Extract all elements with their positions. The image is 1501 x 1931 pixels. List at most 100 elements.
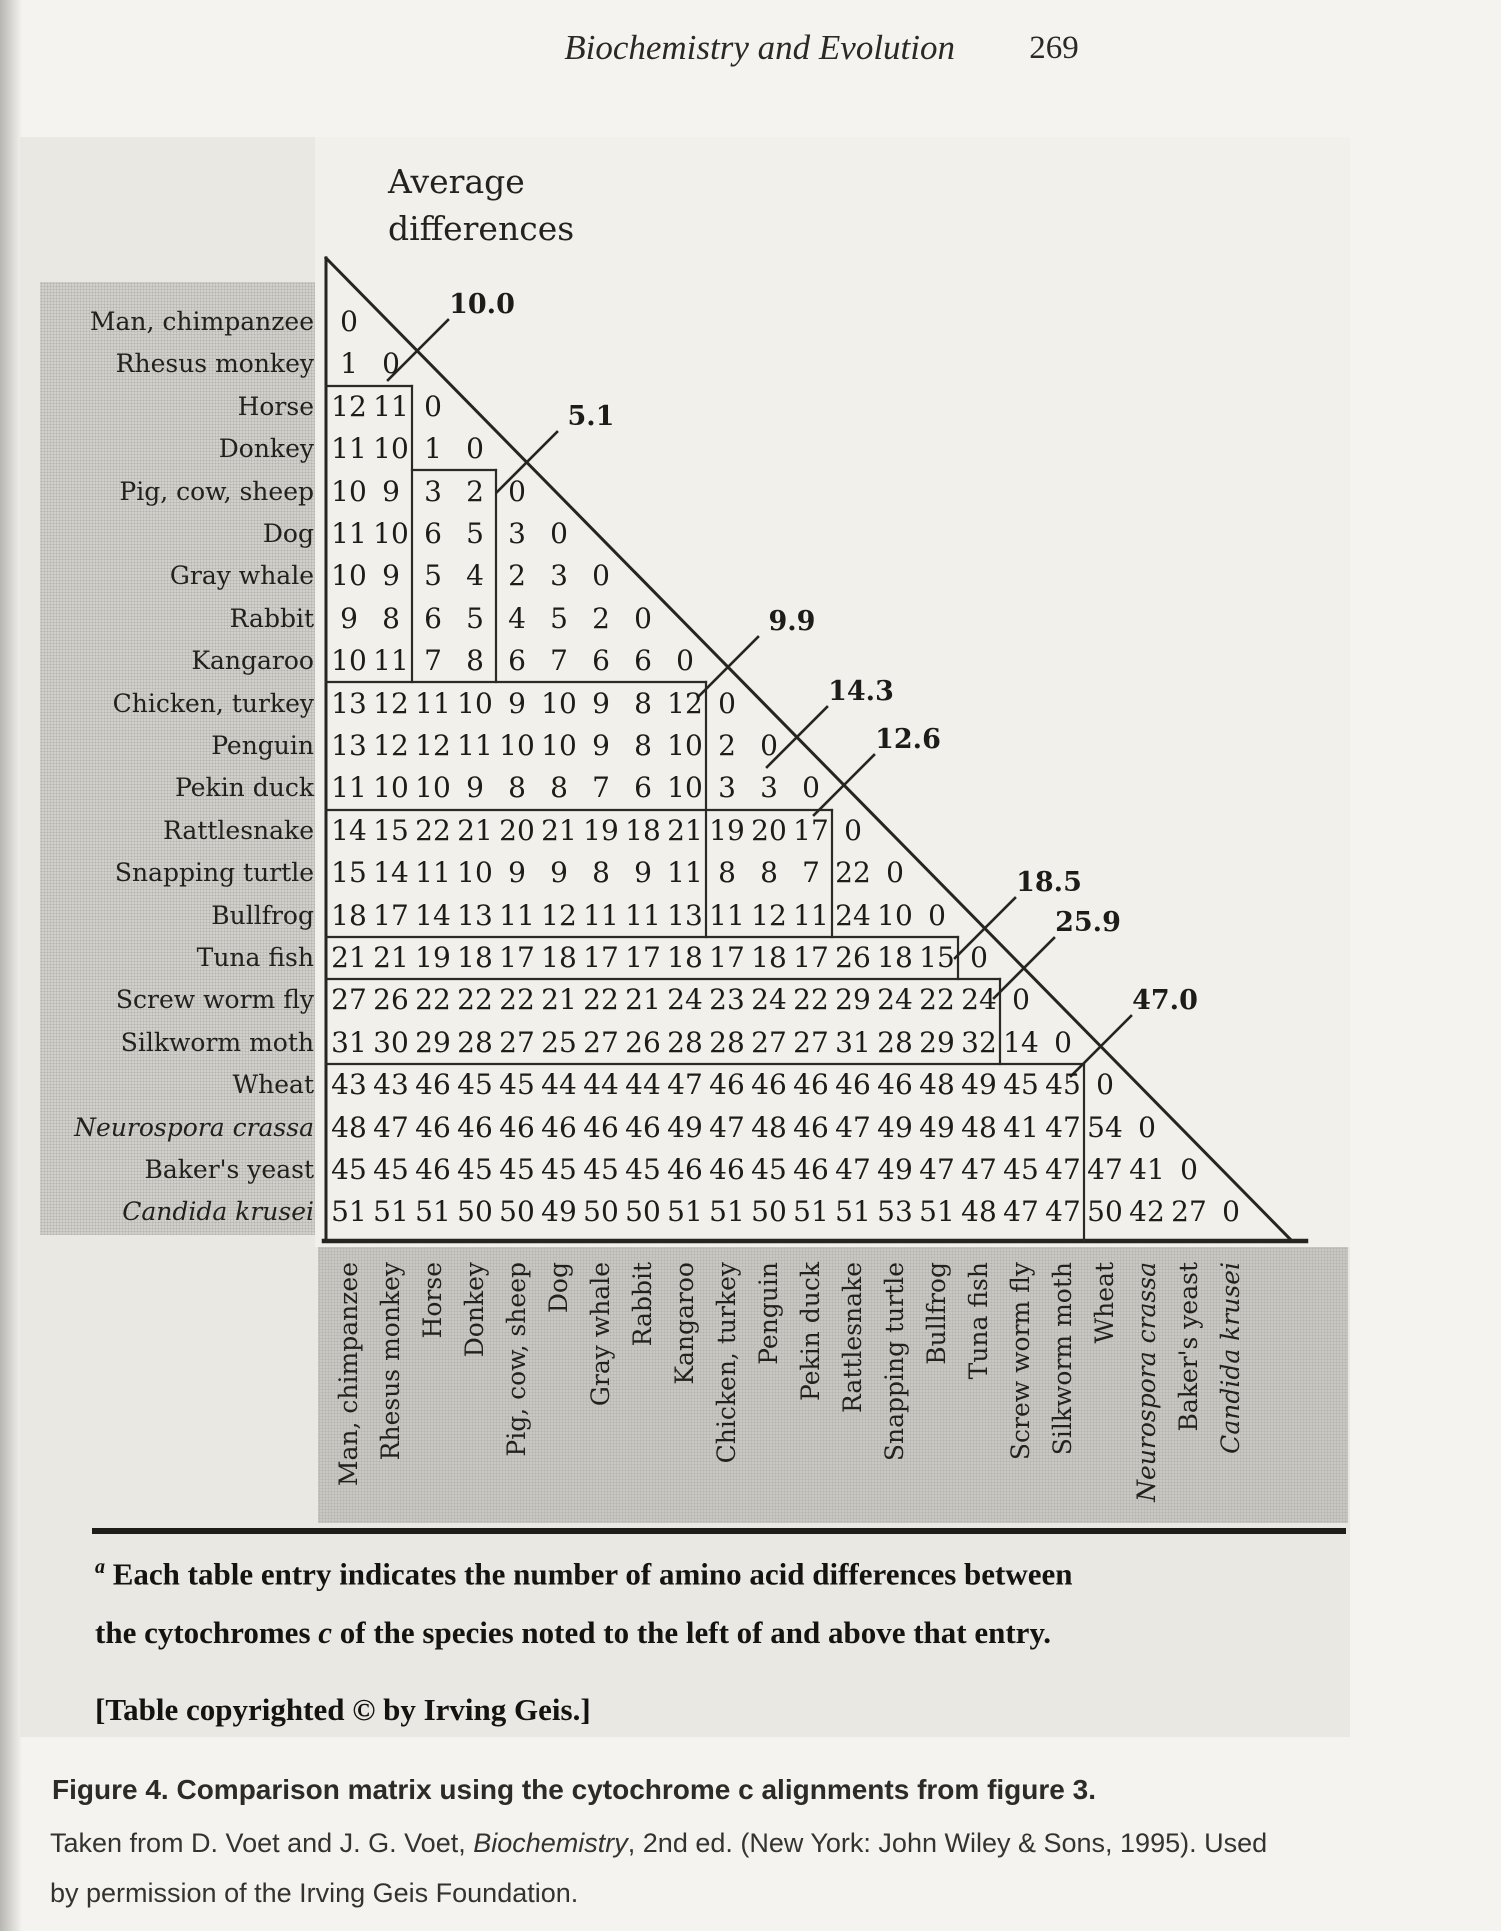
matrix-cell: 0	[1096, 1068, 1114, 1102]
matrix-cell: 21	[541, 983, 577, 1017]
matrix-cell: 46	[583, 1110, 619, 1144]
matrix-cell: 0	[1054, 1025, 1072, 1059]
row-label: Donkey	[218, 434, 314, 464]
average-difference-value: 18.5	[1016, 867, 1082, 898]
matrix-cell: 46	[667, 1153, 703, 1186]
matrix-cell: 17	[793, 941, 829, 974]
matrix-cell: 11	[373, 644, 409, 678]
matrix-cell: 27	[793, 1025, 829, 1059]
matrix-cell: 11	[415, 856, 451, 890]
matrix-cell: 14	[415, 898, 451, 932]
matrix-cell: 14	[331, 813, 367, 847]
matrix-cell: 46	[835, 1068, 871, 1102]
matrix-cell: 54	[1087, 1110, 1123, 1144]
matrix-cell: 45	[625, 1153, 661, 1186]
matrix-cell: 45	[541, 1153, 577, 1186]
matrix-cell: 20	[499, 813, 535, 847]
matrix-cell: 45	[1003, 1068, 1039, 1102]
column-label: Gray whale	[586, 1262, 615, 1407]
matrix-cell: 20	[751, 813, 787, 847]
matrix-cell: 30	[373, 1025, 409, 1059]
matrix-cell: 21	[541, 813, 577, 847]
matrix-cell: 8	[760, 856, 778, 890]
average-difference-value: 5.1	[567, 401, 615, 432]
matrix-cell: 46	[499, 1110, 535, 1144]
row-label: Silkworm moth	[120, 1027, 314, 1057]
footnote-rule	[92, 1528, 1346, 1534]
matrix-cell: 46	[625, 1110, 661, 1144]
matrix-cell: 49	[667, 1110, 703, 1144]
matrix-cell: 22	[415, 983, 451, 1017]
matrix-cell: 0	[1138, 1110, 1156, 1144]
matrix-cell: 18	[541, 941, 577, 974]
matrix-cell: 13	[331, 686, 367, 720]
matrix-cell: 10	[373, 771, 409, 805]
matrix-cell: 22	[415, 813, 451, 847]
column-label: Wheat	[1090, 1262, 1119, 1344]
matrix-cell: 45	[457, 1068, 493, 1102]
matrix-cell: 12	[415, 729, 451, 762]
matrix-cell: 0	[1180, 1153, 1198, 1186]
matrix-cell: 46	[541, 1110, 577, 1144]
matrix-cell: 0	[424, 389, 442, 423]
matrix-cell: 45	[583, 1153, 619, 1186]
matrix-cell: 47	[835, 1153, 871, 1186]
matrix-cell: 9	[592, 729, 610, 762]
matrix-cell: 49	[919, 1110, 955, 1144]
matrix-cell: 46	[415, 1068, 451, 1102]
matrix-cell: 11	[499, 898, 535, 932]
matrix-cell: 18	[667, 941, 703, 974]
matrix-cell: 13	[667, 898, 703, 932]
matrix-cell: 0	[970, 941, 988, 974]
matrix-cell: 0	[1012, 983, 1030, 1017]
footnote-text-1: Each table entry indicates the number of…	[105, 1556, 1073, 1592]
column-label: Baker's yeast	[1174, 1262, 1203, 1432]
matrix-cell: 41	[1003, 1110, 1039, 1144]
matrix-cell: 10	[457, 856, 493, 890]
matrix-cell: 11	[331, 432, 367, 466]
row-label: Candida krusei	[122, 1197, 314, 1227]
running-title: Biochemistry and Evolution	[564, 28, 955, 67]
matrix-cell: 51	[793, 1195, 829, 1229]
column-label: Screw worm fly	[1006, 1262, 1035, 1461]
matrix-cell: 29	[919, 1025, 955, 1059]
row-labels-background	[40, 282, 315, 1235]
matrix-cell: 19	[709, 813, 745, 847]
matrix-cell: 45	[373, 1153, 409, 1186]
matrix-cell: 25	[541, 1025, 577, 1059]
average-difference-value: 9.9	[768, 606, 816, 637]
matrix-cell: 42	[1129, 1195, 1165, 1229]
matrix-cell: 50	[751, 1195, 787, 1229]
row-label: Rattlesnake	[163, 815, 314, 845]
matrix-cell: 0	[550, 517, 568, 550]
footnote-marker: a	[95, 1556, 105, 1578]
matrix-cell: 31	[331, 1025, 367, 1059]
matrix-cell: 0	[676, 644, 694, 678]
matrix-cell: 9	[466, 771, 484, 805]
copyright-note: [Table copyrighted © by Irving Geis.]	[95, 1692, 591, 1727]
matrix-cell: 43	[373, 1068, 409, 1102]
row-label: Wheat	[232, 1070, 314, 1100]
matrix-cell: 49	[541, 1195, 577, 1229]
matrix-cell: 12	[373, 729, 409, 762]
matrix-cell: 8	[634, 729, 652, 762]
matrix-cell: 10	[373, 517, 409, 550]
matrix-cell: 10	[667, 729, 703, 762]
matrix-cell: 12	[541, 898, 577, 932]
matrix-cell: 11	[625, 898, 661, 932]
matrix-cell: 29	[415, 1025, 451, 1059]
column-label: Kangaroo	[670, 1262, 699, 1385]
matrix-cell: 12	[667, 686, 703, 720]
matrix-cell: 51	[331, 1195, 367, 1229]
column-label: Candida krusei	[1216, 1262, 1245, 1454]
matrix-cell: 32	[961, 1025, 997, 1059]
column-label: Rabbit	[628, 1262, 657, 1347]
matrix-cell: 49	[961, 1068, 997, 1102]
matrix-cell: 47	[709, 1110, 745, 1144]
matrix-cell: 8	[466, 644, 484, 678]
matrix-cell: 0	[382, 347, 400, 381]
matrix-cell: 28	[877, 1025, 913, 1059]
matrix-cell: 5	[550, 601, 568, 635]
matrix-cell: 0	[802, 771, 820, 805]
row-label: Neurospora crassa	[74, 1112, 314, 1142]
